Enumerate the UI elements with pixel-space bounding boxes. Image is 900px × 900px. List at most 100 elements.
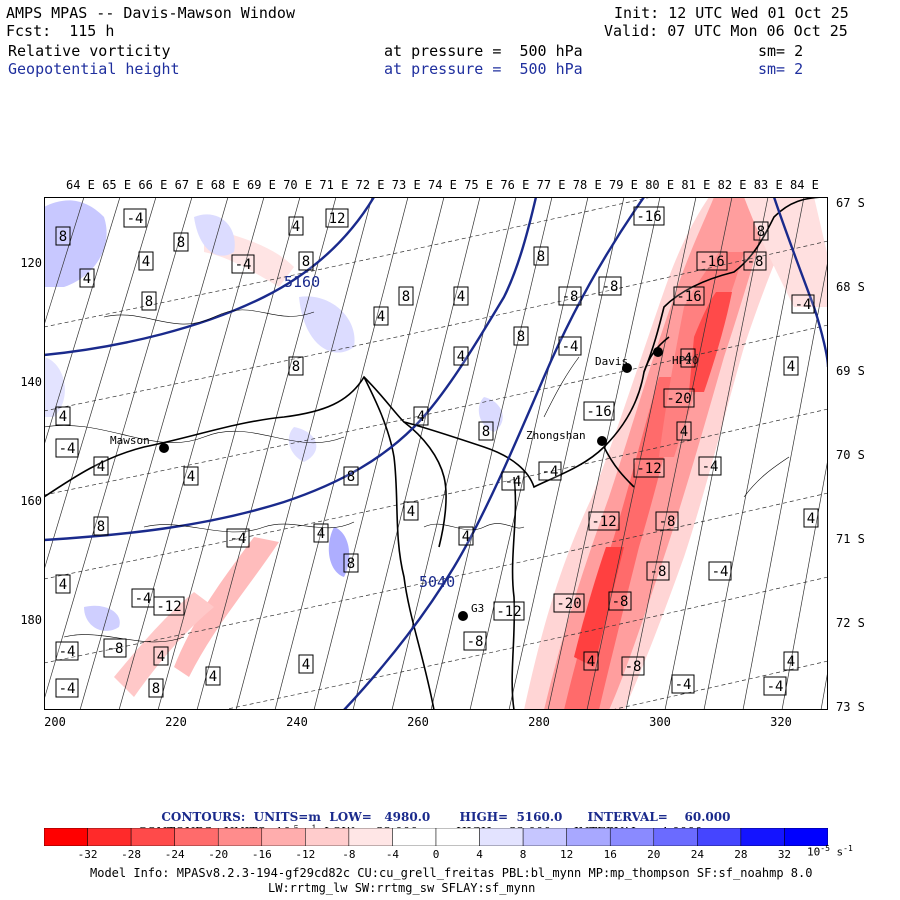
svg-text:-4: -4 <box>675 677 692 693</box>
lon-label: 75 E <box>464 178 494 192</box>
svg-text:8: 8 <box>402 289 410 305</box>
lon-label: 67 E <box>174 178 204 192</box>
vorticity-value-label: -12 <box>153 596 185 616</box>
svg-text:4: 4 <box>157 649 165 665</box>
vorticity-value-label: 4 <box>153 646 169 666</box>
vorticity-value-label: -8 <box>646 561 670 581</box>
svg-text:8: 8 <box>757 224 765 240</box>
svg-text:4: 4 <box>787 359 795 375</box>
colorbar-tick-label: -20 <box>208 848 229 861</box>
vorticity-value-label: 8 <box>478 421 494 441</box>
lat-lon-grid <box>44 197 828 710</box>
height-label-5160: 5160 <box>284 273 320 291</box>
vorticity-value-label: -8 <box>621 656 645 676</box>
lon-label: 76 E <box>500 178 530 192</box>
svg-text:4: 4 <box>317 526 325 542</box>
colorbar-tick-label: 24 <box>690 848 704 861</box>
colorbar-swatch <box>217 828 263 846</box>
svg-text:-4: -4 <box>59 644 76 660</box>
vorticity-value-label: 8 <box>148 678 164 698</box>
vorticity-value-label: -4 <box>708 561 732 581</box>
vorticity-value-label: 4 <box>453 346 469 366</box>
meridian-line <box>157 197 301 710</box>
grid-x-label: 300 <box>649 715 671 729</box>
vorticity-value-label: 4 <box>373 306 389 326</box>
height-contour-legend: CONTOURS: UNITS=m LOW= 4980.0 HIGH= 5160… <box>161 810 731 824</box>
negative-vorticity-shading <box>114 197 828 710</box>
lon-label: 71 E <box>319 178 349 192</box>
svg-text:4: 4 <box>209 669 217 685</box>
vorticity-value-label: 4 <box>79 268 95 288</box>
stations <box>159 347 663 621</box>
svg-text:-8: -8 <box>650 564 667 580</box>
svg-text:-8: -8 <box>562 289 579 305</box>
vorticity-value-label: 8 <box>173 232 189 252</box>
parallel-line <box>44 240 828 412</box>
meridian-line <box>196 197 337 710</box>
model-info-line1: Model Info: MPASv8.2.3-194-gf29cd82c CU:… <box>90 866 813 880</box>
meridian-line <box>742 258 828 710</box>
vorticity-value-label: 4 <box>183 466 199 486</box>
svg-text:8: 8 <box>292 359 300 375</box>
meridian-line <box>781 457 828 710</box>
field1-smooth: sm= 2 <box>758 42 804 60</box>
svg-text:4: 4 <box>377 309 385 325</box>
lon-label: 65 E <box>102 178 132 192</box>
colorbar-tick-label: 12 <box>560 848 574 861</box>
meridian-line <box>118 197 265 710</box>
colorbar-swatch <box>348 828 393 846</box>
lat-label: 70 S <box>836 448 865 462</box>
vorticity-contours <box>44 309 790 643</box>
lon-label: 78 E <box>572 178 602 192</box>
colorbar-swatch <box>305 828 350 846</box>
vorticity-value-label: 4 <box>205 666 221 686</box>
vorticity-value-label: -20 <box>553 593 585 613</box>
colorbar-swatch <box>697 828 742 846</box>
meridian-line <box>469 197 589 710</box>
svg-text:-4: -4 <box>702 459 719 475</box>
svg-text:-4: -4 <box>59 681 76 697</box>
vorticity-value-label: -4 <box>538 461 562 481</box>
colorbar-swatch <box>566 828 611 846</box>
station-mawson-marker <box>159 443 169 453</box>
vorticity-value-label: 8 <box>533 246 549 266</box>
grid-x-label: 320 <box>770 715 792 729</box>
lon-label: 64 E <box>66 178 95 192</box>
svg-text:-8: -8 <box>107 641 124 657</box>
grid-x-label: 240 <box>286 715 308 729</box>
vorticity-value-label: 4 <box>138 251 154 271</box>
svg-text:-8: -8 <box>625 659 642 675</box>
lat-label: 71 S <box>836 532 865 546</box>
svg-text:-20: -20 <box>556 596 581 612</box>
svg-text:-16: -16 <box>586 404 611 420</box>
meridian-line <box>44 197 157 572</box>
colorbar-swatch <box>522 828 567 846</box>
svg-text:4: 4 <box>457 289 465 305</box>
colorbar-tick-label: 0 <box>432 848 440 861</box>
vorticity-value-label: 8 <box>513 326 529 346</box>
colorbar-swatch <box>653 828 698 846</box>
vorticity-value-label: -16 <box>633 206 665 226</box>
svg-text:-8: -8 <box>612 594 629 610</box>
svg-text:4: 4 <box>807 511 815 527</box>
init-time: Init: 12 UTC Wed 01 Oct 25 <box>614 4 849 22</box>
meridian-line <box>625 197 733 710</box>
svg-text:4: 4 <box>59 409 67 425</box>
meridian-line <box>44 197 85 327</box>
vorticity-value-label: -4 <box>558 336 582 356</box>
vorticity-value-label: 4 <box>413 406 429 426</box>
vorticity-value-label: -12 <box>493 601 525 621</box>
parallel-line <box>44 492 828 664</box>
colorbar-swatch <box>740 828 785 846</box>
svg-text:4: 4 <box>417 409 425 425</box>
grid-x-label: 220 <box>165 715 187 729</box>
vorticity-value-label: 4 <box>288 216 304 236</box>
vorticity-value-label: -4 <box>55 438 79 458</box>
station-g3-marker <box>458 611 468 621</box>
svg-text:-12: -12 <box>496 604 521 620</box>
svg-text:-4: -4 <box>562 339 579 355</box>
lon-label: 66 E <box>138 178 168 192</box>
svg-text:-4: -4 <box>712 564 729 580</box>
field2-name: Geopotential height <box>8 60 180 78</box>
svg-text:4: 4 <box>97 459 105 475</box>
